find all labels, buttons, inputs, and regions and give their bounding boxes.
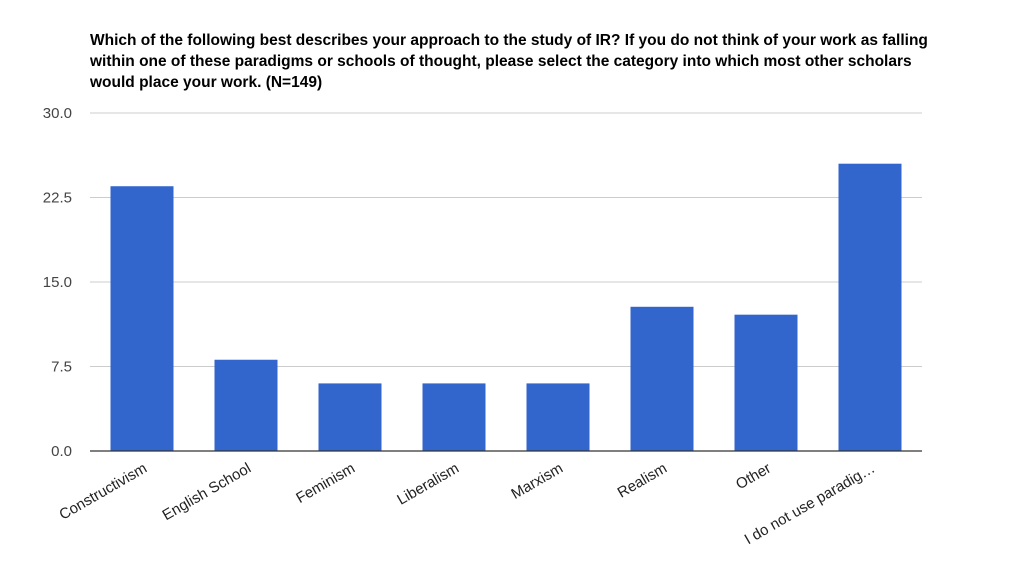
bar [838, 163, 902, 451]
bar [734, 314, 798, 451]
y-tick-label: 7.5 [51, 359, 72, 376]
chart-title: Which of the following best describes yo… [90, 32, 928, 91]
bar [214, 359, 278, 451]
bar [526, 383, 590, 451]
x-category-label: Other [733, 460, 774, 493]
bar [422, 383, 486, 451]
y-tick-label: 22.5 [43, 190, 72, 207]
bars [110, 163, 902, 451]
y-tick-label: 30.0 [43, 105, 72, 122]
x-category-label: Realism [615, 460, 670, 502]
x-category-label: Marxism [508, 460, 566, 503]
x-category-label: English School [160, 460, 254, 524]
x-category-label: Constructivism [56, 460, 150, 524]
bar [110, 186, 174, 451]
bar [630, 306, 694, 451]
x-category-label: Feminism [293, 460, 358, 507]
bar [318, 383, 382, 451]
y-tick-label: 15.0 [43, 274, 72, 291]
y-tick-label: 0.0 [51, 443, 72, 460]
x-category-label: Liberalism [394, 460, 462, 509]
